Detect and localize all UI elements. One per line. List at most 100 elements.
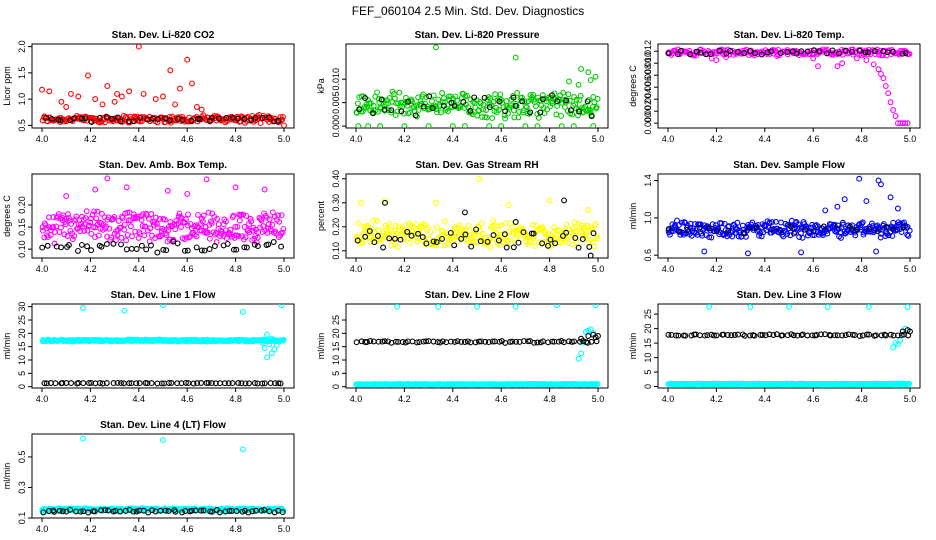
data-point-primary xyxy=(813,222,820,229)
x-tick-label: 4.2 xyxy=(84,394,97,404)
data-point-primary xyxy=(89,211,96,218)
data-point-secondary xyxy=(275,117,282,124)
data-point-primary xyxy=(473,229,480,236)
y-tick-label: 15 xyxy=(331,342,341,352)
points-layer xyxy=(353,175,601,258)
points-layer xyxy=(39,435,287,516)
data-point-secondary xyxy=(520,229,527,236)
data-point-secondary xyxy=(482,338,489,345)
data-point-secondary xyxy=(448,99,455,106)
data-point-primary xyxy=(553,304,560,309)
data-point-secondary xyxy=(804,48,811,55)
data-point-primary xyxy=(749,219,756,226)
x-tick-label: 4.0 xyxy=(36,524,49,534)
data-point-primary xyxy=(214,215,221,222)
data-point-primary xyxy=(594,232,601,239)
data-point-primary xyxy=(88,230,95,237)
data-point-secondary xyxy=(531,339,538,346)
data-point-primary xyxy=(539,224,546,231)
data-point-secondary xyxy=(883,224,890,230)
data-point-primary xyxy=(870,61,877,68)
data-point-primary xyxy=(401,236,408,243)
data-point-primary xyxy=(248,218,255,225)
data-point-secondary xyxy=(727,47,734,54)
data-point-primary xyxy=(78,220,84,227)
data-point-secondary xyxy=(512,219,519,225)
data-point-primary xyxy=(240,211,247,218)
y-tick-label: 10 xyxy=(643,353,653,363)
data-point-secondary xyxy=(179,509,186,516)
data-point-secondary xyxy=(866,331,872,338)
data-point-primary xyxy=(523,104,530,111)
data-point-primary xyxy=(430,92,437,99)
data-point-secondary xyxy=(165,380,172,386)
data-point-primary xyxy=(483,107,490,113)
data-point-primary xyxy=(364,222,371,229)
data-point-primary xyxy=(273,342,280,349)
data-point-primary xyxy=(425,224,432,231)
data-point-secondary xyxy=(586,243,593,250)
data-point-primary xyxy=(99,101,106,108)
data-point-secondary xyxy=(57,117,64,124)
data-point-secondary xyxy=(271,118,278,125)
data-point-secondary xyxy=(398,108,405,115)
y-tick-label: 0.012 xyxy=(643,40,653,63)
data-point-secondary xyxy=(576,108,583,115)
data-point-primary xyxy=(593,104,600,111)
data-point-primary xyxy=(511,235,518,242)
data-point-secondary xyxy=(490,232,497,239)
data-point-primary xyxy=(536,239,542,246)
y-axis-label: Licor ppm xyxy=(2,66,12,106)
data-point-primary xyxy=(63,104,70,110)
x-tick-label: 4.4 xyxy=(759,264,772,274)
data-point-primary xyxy=(442,99,448,106)
y-tick-label: 0.30 xyxy=(331,194,341,212)
x-tick-label: 4.0 xyxy=(350,264,363,274)
data-point-primary xyxy=(539,92,546,99)
data-point-primary xyxy=(890,344,897,351)
x-tick-label: 5.0 xyxy=(592,394,605,404)
data-point-primary xyxy=(487,95,494,102)
data-point-primary xyxy=(735,233,742,240)
data-point-secondary xyxy=(747,48,754,55)
data-point-secondary xyxy=(110,380,117,387)
data-point-primary xyxy=(885,90,892,97)
x-tick-label: 4.4 xyxy=(133,394,146,404)
data-point-primary xyxy=(489,115,496,122)
data-point-secondary xyxy=(740,230,747,237)
data-point-secondary xyxy=(200,507,207,514)
data-point-primary xyxy=(95,232,102,239)
panel-4: Stan. Dev. Amb. Box Temp. degrees C 4.0 4.2… xyxy=(2,160,295,274)
x-tick-label: 4.0 xyxy=(36,134,49,144)
data-point-primary xyxy=(377,123,384,128)
panel-7: Stan. Dev. Line 1 Flow ml/min 4.0 4.2 4.4 4.6… xyxy=(2,290,295,404)
y-axis-label: degrees C xyxy=(2,195,12,237)
data-point-secondary xyxy=(707,51,714,58)
data-point-secondary xyxy=(223,115,230,121)
data-point-secondary xyxy=(752,50,759,57)
data-point-primary xyxy=(129,233,135,240)
data-point-secondary xyxy=(415,230,421,237)
data-point-secondary xyxy=(568,107,574,114)
data-point-secondary xyxy=(593,338,600,345)
data-point-primary xyxy=(435,96,442,103)
panel-9: Stan. Dev. Line 3 Flow ml/min 4.0 4.2 4.4 4.6… xyxy=(628,290,921,404)
data-point-secondary xyxy=(258,507,265,514)
data-point-secondary xyxy=(114,379,121,386)
data-point-secondary xyxy=(252,114,259,121)
data-point-secondary xyxy=(259,114,266,121)
y-tick-label: 10 xyxy=(331,355,341,365)
data-point-primary xyxy=(841,196,848,203)
data-point-primary xyxy=(92,96,99,103)
data-point-primary xyxy=(585,96,592,103)
points-layer xyxy=(665,304,913,388)
data-point-primary xyxy=(874,48,881,55)
data-point-primary xyxy=(124,209,131,216)
data-point-primary xyxy=(261,186,268,193)
data-point-primary xyxy=(887,99,894,106)
data-point-secondary xyxy=(584,98,591,105)
data-point-secondary xyxy=(362,233,369,240)
data-point-secondary xyxy=(429,105,436,112)
data-point-primary xyxy=(575,112,581,119)
data-point-primary xyxy=(480,101,487,108)
